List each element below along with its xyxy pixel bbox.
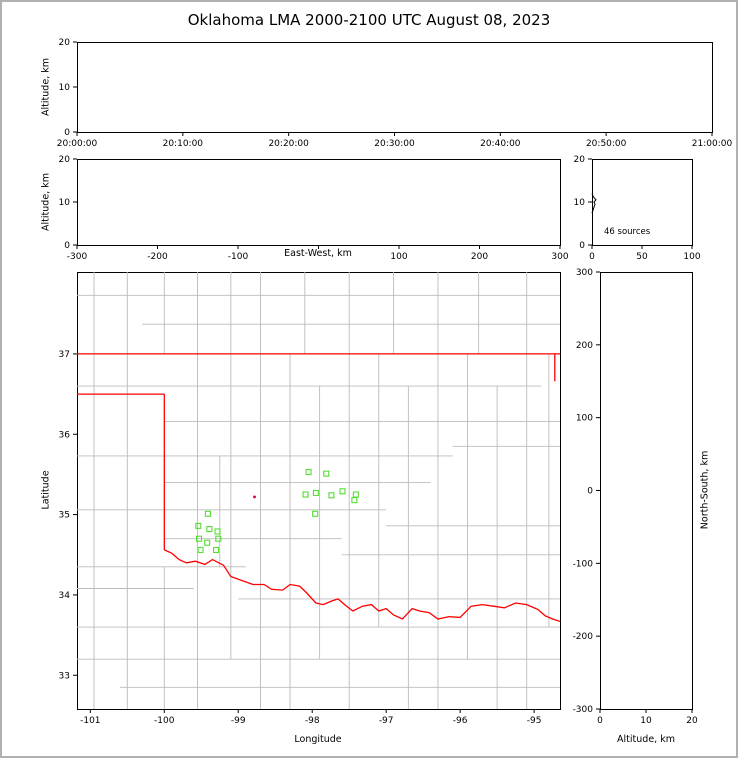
svg-text:0: 0: [587, 487, 593, 497]
ew-height-xlabel: East-West, km: [284, 248, 352, 259]
svg-text:-300: -300: [573, 705, 594, 715]
source-count-annotation: 46 sources: [604, 227, 651, 237]
svg-text:100: 100: [576, 414, 593, 424]
svg-text:20: 20: [59, 38, 71, 48]
svg-text:-95: -95: [527, 716, 542, 726]
svg-text:0: 0: [597, 716, 603, 726]
histogram-panel-axes: 0 50 100 0 10 20: [574, 155, 701, 262]
svg-text:-100: -100: [228, 252, 249, 262]
ns-height-panel-axes: 0 10 20 300 200 100 0 -100 -200 -300: [573, 268, 698, 726]
svg-text:36: 36: [59, 430, 71, 440]
svg-text:-300: -300: [67, 252, 88, 262]
map-xlabel: Longitude: [294, 734, 342, 745]
svg-text:20:40:00: 20:40:00: [480, 139, 521, 149]
svg-text:-200: -200: [147, 252, 168, 262]
svg-text:-98: -98: [305, 716, 320, 726]
ns-height-ylabel: North-South, km: [699, 450, 711, 530]
map-content: [77, 272, 560, 709]
svg-text:20: 20: [59, 155, 71, 165]
county-lines: [77, 272, 560, 709]
svg-text:-100: -100: [154, 716, 175, 726]
svg-text:21:00:00: 21:00:00: [692, 139, 733, 149]
svg-text:-96: -96: [453, 716, 468, 726]
svg-text:20:00:00: 20:00:00: [57, 139, 98, 149]
svg-text:300: 300: [576, 268, 593, 278]
svg-text:33: 33: [59, 671, 70, 681]
svg-text:0: 0: [579, 241, 585, 251]
figure-title: Oklahoma LMA 2000-2100 UTC August 08, 20…: [187, 11, 551, 29]
svg-text:20: 20: [574, 155, 586, 165]
svg-text:0: 0: [589, 252, 595, 262]
state-border: [77, 353, 560, 623]
svg-text:20:30:00: 20:30:00: [374, 139, 415, 149]
svg-text:10: 10: [574, 198, 586, 208]
svg-text:100: 100: [390, 252, 407, 262]
svg-text:37: 37: [59, 350, 70, 360]
time-height-ylabel: Altitude, km: [40, 58, 52, 116]
svg-text:200: 200: [471, 252, 488, 262]
svg-text:50: 50: [636, 252, 648, 262]
svg-text:20:20:00: 20:20:00: [268, 139, 309, 149]
svg-text:0: 0: [64, 128, 70, 138]
altitude-histogram-trace: [591, 193, 597, 214]
svg-text:35: 35: [59, 511, 70, 521]
ns-height-xlabel: Altitude, km: [617, 734, 675, 745]
svg-text:20:10:00: 20:10:00: [163, 139, 204, 149]
svg-text:34: 34: [59, 591, 71, 601]
svg-text:-101: -101: [80, 716, 100, 726]
svg-text:20: 20: [686, 716, 698, 726]
ew-height-ylabel: Altitude, km: [40, 173, 52, 231]
svg-text:10: 10: [59, 198, 71, 208]
svg-text:300: 300: [551, 252, 568, 262]
svg-text:20:50:00: 20:50:00: [586, 139, 627, 149]
svg-text:-99: -99: [231, 716, 246, 726]
svg-text:10: 10: [640, 716, 652, 726]
svg-text:-97: -97: [379, 716, 394, 726]
svg-text:10: 10: [59, 83, 71, 93]
svg-text:200: 200: [576, 341, 593, 351]
ew-height-panel-axes: -300 -200 -100 100 200 300 0 10 20: [59, 155, 569, 262]
source-points: [253, 495, 256, 499]
svg-text:-100: -100: [573, 559, 594, 569]
map-ylabel: Latitude: [40, 470, 52, 510]
map-panel-axes: -101 -100 -99 -98 -97 -96 -95 37 36 35 34 33: [59, 272, 561, 726]
time-height-panel-axes: 20:00:00 20:10:00 20:20:00 20:30:00 20:40:00…: [57, 38, 733, 149]
svg-text:-200: -200: [573, 632, 594, 642]
station-markers: [195, 468, 359, 553]
svg-text:100: 100: [683, 252, 700, 262]
svg-text:0: 0: [64, 241, 70, 251]
